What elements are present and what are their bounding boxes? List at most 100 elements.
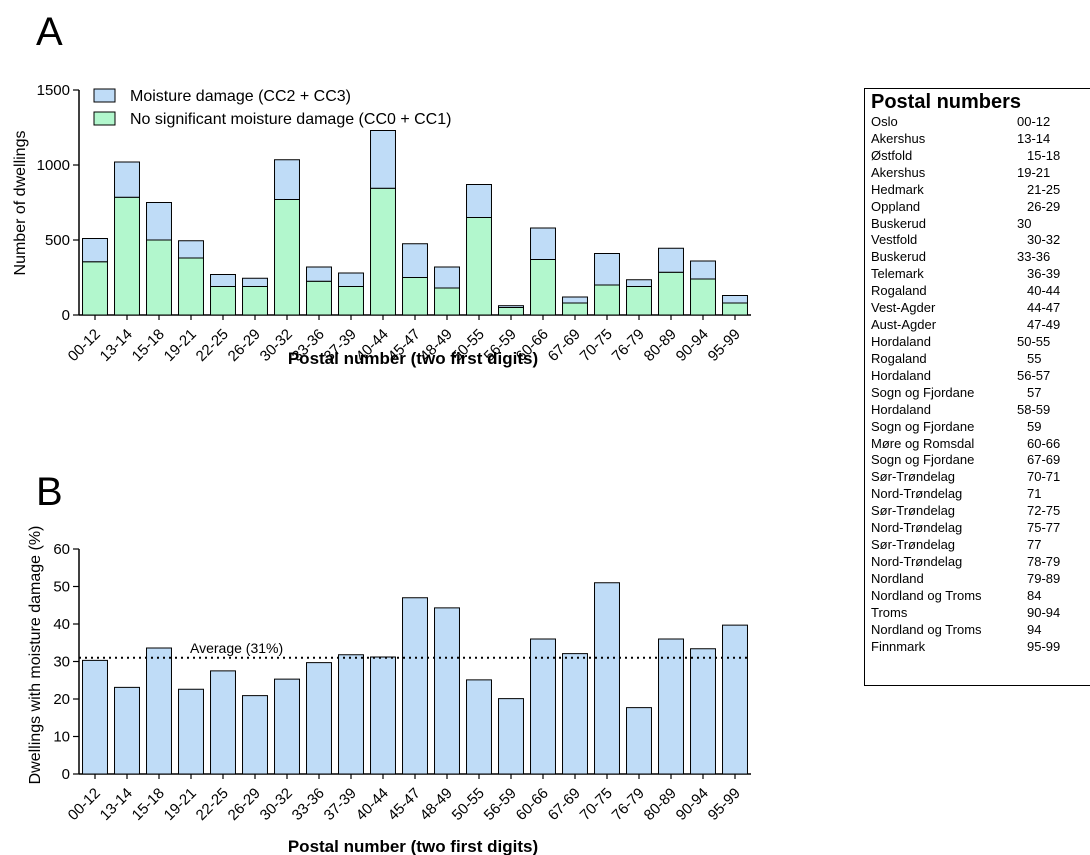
bar-moisture-13-14 bbox=[114, 161, 140, 198]
chart-a-y-axis-title: Number of dwellings bbox=[12, 131, 29, 276]
postal-region: Vestfold bbox=[871, 232, 918, 248]
x-tick-label: 45-47 bbox=[385, 785, 424, 824]
postal-code: 72-75 bbox=[1027, 503, 1061, 519]
postal-region: Hordaland bbox=[871, 367, 931, 383]
bar-moisture-70-75 bbox=[594, 253, 620, 286]
y-tick-label: 1500 bbox=[37, 82, 70, 99]
postal-region: Nord-Trøndelag bbox=[871, 553, 963, 569]
bar-no-moisture-70-75 bbox=[594, 284, 620, 316]
chart-b-x-axis-title: Postal number (two first digits) bbox=[288, 837, 538, 855]
postal-row: Nordland 79-89 bbox=[865, 571, 1090, 588]
postal-row: Vestfold 30-32 bbox=[865, 232, 1090, 249]
y-tick-label: 500 bbox=[45, 232, 70, 249]
x-tick-label: 13-14 bbox=[97, 326, 136, 365]
postal-row: Oppland 26-29 bbox=[865, 199, 1090, 216]
postal-region: Vest-Agder bbox=[871, 300, 936, 316]
postal-region: Hordaland bbox=[871, 333, 931, 349]
bar-percent-15-18 bbox=[146, 647, 172, 775]
postal-code: 30 bbox=[1017, 215, 1032, 231]
postal-region: Finnmark bbox=[871, 638, 926, 654]
bar-no-moisture-60-66 bbox=[530, 259, 556, 316]
postal-numbers-table: Postal numbers Oslo 00-12 Akershus 13-14 Øst… bbox=[864, 88, 1090, 686]
postal-region: Akershus bbox=[871, 130, 926, 146]
x-tick-label: 15-18 bbox=[129, 326, 168, 365]
postal-region: Sør-Trøndelag bbox=[871, 537, 956, 553]
postal-row: Buskerud 30 bbox=[865, 216, 1090, 233]
bar-no-moisture-19-21 bbox=[178, 257, 204, 316]
bar-no-moisture-33-36 bbox=[306, 280, 332, 316]
postal-row: Buskerud 33-36 bbox=[865, 249, 1090, 266]
bar-percent-45-47 bbox=[402, 597, 428, 775]
x-tick-label: 40-44 bbox=[353, 785, 392, 824]
x-tick-label: 15-18 bbox=[129, 785, 168, 824]
postal-code: 90-94 bbox=[1027, 604, 1061, 620]
postal-region: Buskerud bbox=[871, 215, 926, 231]
postal-code: 19-21 bbox=[1017, 164, 1051, 180]
postal-row: Telemark 36-39 bbox=[865, 266, 1090, 283]
bar-moisture-45-47 bbox=[402, 243, 428, 278]
postal-region: Oppland bbox=[871, 198, 921, 214]
postal-row: Hordaland 58-59 bbox=[865, 402, 1090, 419]
average-reference-label: Average (31%) bbox=[190, 640, 283, 656]
postal-code: 13-14 bbox=[1017, 130, 1051, 146]
postal-row: Nord-Trøndelag 75-77 bbox=[865, 520, 1090, 537]
chart-b-y-axis-title: Dwellings with moisture damage (%) bbox=[27, 526, 44, 785]
legend-swatch-moisture bbox=[93, 88, 116, 103]
bar-moisture-30-32 bbox=[274, 159, 300, 200]
bar-percent-80-89 bbox=[658, 638, 684, 775]
legend-label-moisture: Moisture damage (CC2 + CC3) bbox=[130, 88, 351, 105]
bar-percent-22-25 bbox=[210, 670, 236, 775]
legend-label-no-moisture: No significant moisture damage (CC0 + CC… bbox=[130, 111, 451, 128]
bar-percent-76-79 bbox=[626, 707, 652, 775]
postal-region: Troms bbox=[871, 604, 908, 620]
bar-moisture-19-21 bbox=[178, 240, 204, 259]
x-tick-label: 67-69 bbox=[545, 326, 584, 365]
postal-region: Oslo bbox=[871, 114, 898, 129]
postal-region: Rogaland bbox=[871, 350, 927, 366]
x-tick-label: 26-29 bbox=[225, 785, 264, 824]
bar-percent-13-14 bbox=[114, 686, 140, 775]
x-tick-label: 00-12 bbox=[65, 326, 104, 365]
postal-code: 50-55 bbox=[1017, 333, 1051, 349]
postal-code: 71 bbox=[1027, 486, 1042, 502]
bar-moisture-37-39 bbox=[338, 272, 364, 287]
postal-row: Aust-Agder 47-49 bbox=[865, 317, 1090, 334]
bar-percent-67-69 bbox=[562, 653, 588, 775]
bar-percent-37-39 bbox=[338, 654, 364, 775]
chart-a-x-axis-title: Postal number (two first digits) bbox=[288, 349, 538, 368]
postal-region: Sør-Trøndelag bbox=[871, 503, 956, 519]
postal-code: 33-36 bbox=[1017, 249, 1051, 265]
bar-no-moisture-80-89 bbox=[658, 271, 684, 316]
postal-table-rows: Oslo 00-12 Akershus 13-14 Østfold 15-18 Akersh… bbox=[865, 114, 1090, 656]
postal-row: Nord-Trøndelag 78-79 bbox=[865, 554, 1090, 571]
x-tick-label: 33-36 bbox=[289, 785, 328, 824]
x-tick-label: 26-29 bbox=[225, 326, 264, 365]
postal-region: Sogn og Fjordane bbox=[871, 418, 975, 434]
bar-moisture-33-36 bbox=[306, 266, 332, 282]
y-tick-label: 60 bbox=[53, 541, 70, 558]
postal-code: 15-18 bbox=[1027, 147, 1061, 163]
postal-row: Hordaland 50-55 bbox=[865, 334, 1090, 351]
postal-code: 55 bbox=[1027, 350, 1042, 366]
x-tick-label: 22-25 bbox=[193, 785, 232, 824]
bar-percent-50-55 bbox=[466, 679, 492, 775]
y-tick-label: 0 bbox=[62, 766, 70, 783]
postal-region: Nord-Trøndelag bbox=[871, 520, 963, 536]
postal-row: Sogn og Fjordane 67-69 bbox=[865, 452, 1090, 469]
bar-percent-90-94 bbox=[690, 648, 716, 775]
postal-region: Rogaland bbox=[871, 283, 927, 299]
bar-percent-48-49 bbox=[434, 607, 460, 775]
bar-no-moisture-00-12 bbox=[82, 261, 108, 316]
bar-no-moisture-37-39 bbox=[338, 286, 364, 316]
x-tick-label: 67-69 bbox=[545, 785, 584, 824]
x-tick-label: 80-89 bbox=[641, 785, 680, 824]
x-tick-label: 76-79 bbox=[609, 326, 648, 365]
postal-code: 57 bbox=[1027, 384, 1042, 400]
bar-percent-33-36 bbox=[306, 662, 332, 775]
x-tick-label: 90-94 bbox=[673, 785, 712, 824]
x-tick-label: 70-75 bbox=[577, 326, 616, 365]
x-tick-label: 13-14 bbox=[97, 785, 136, 824]
bar-moisture-60-66 bbox=[530, 227, 556, 260]
bar-chart-moisture-percent: 0 10 20 30 40 50 60 00-1213-1415-1819-2122-2526… bbox=[53, 541, 751, 824]
panel-label-b: B bbox=[36, 470, 63, 514]
